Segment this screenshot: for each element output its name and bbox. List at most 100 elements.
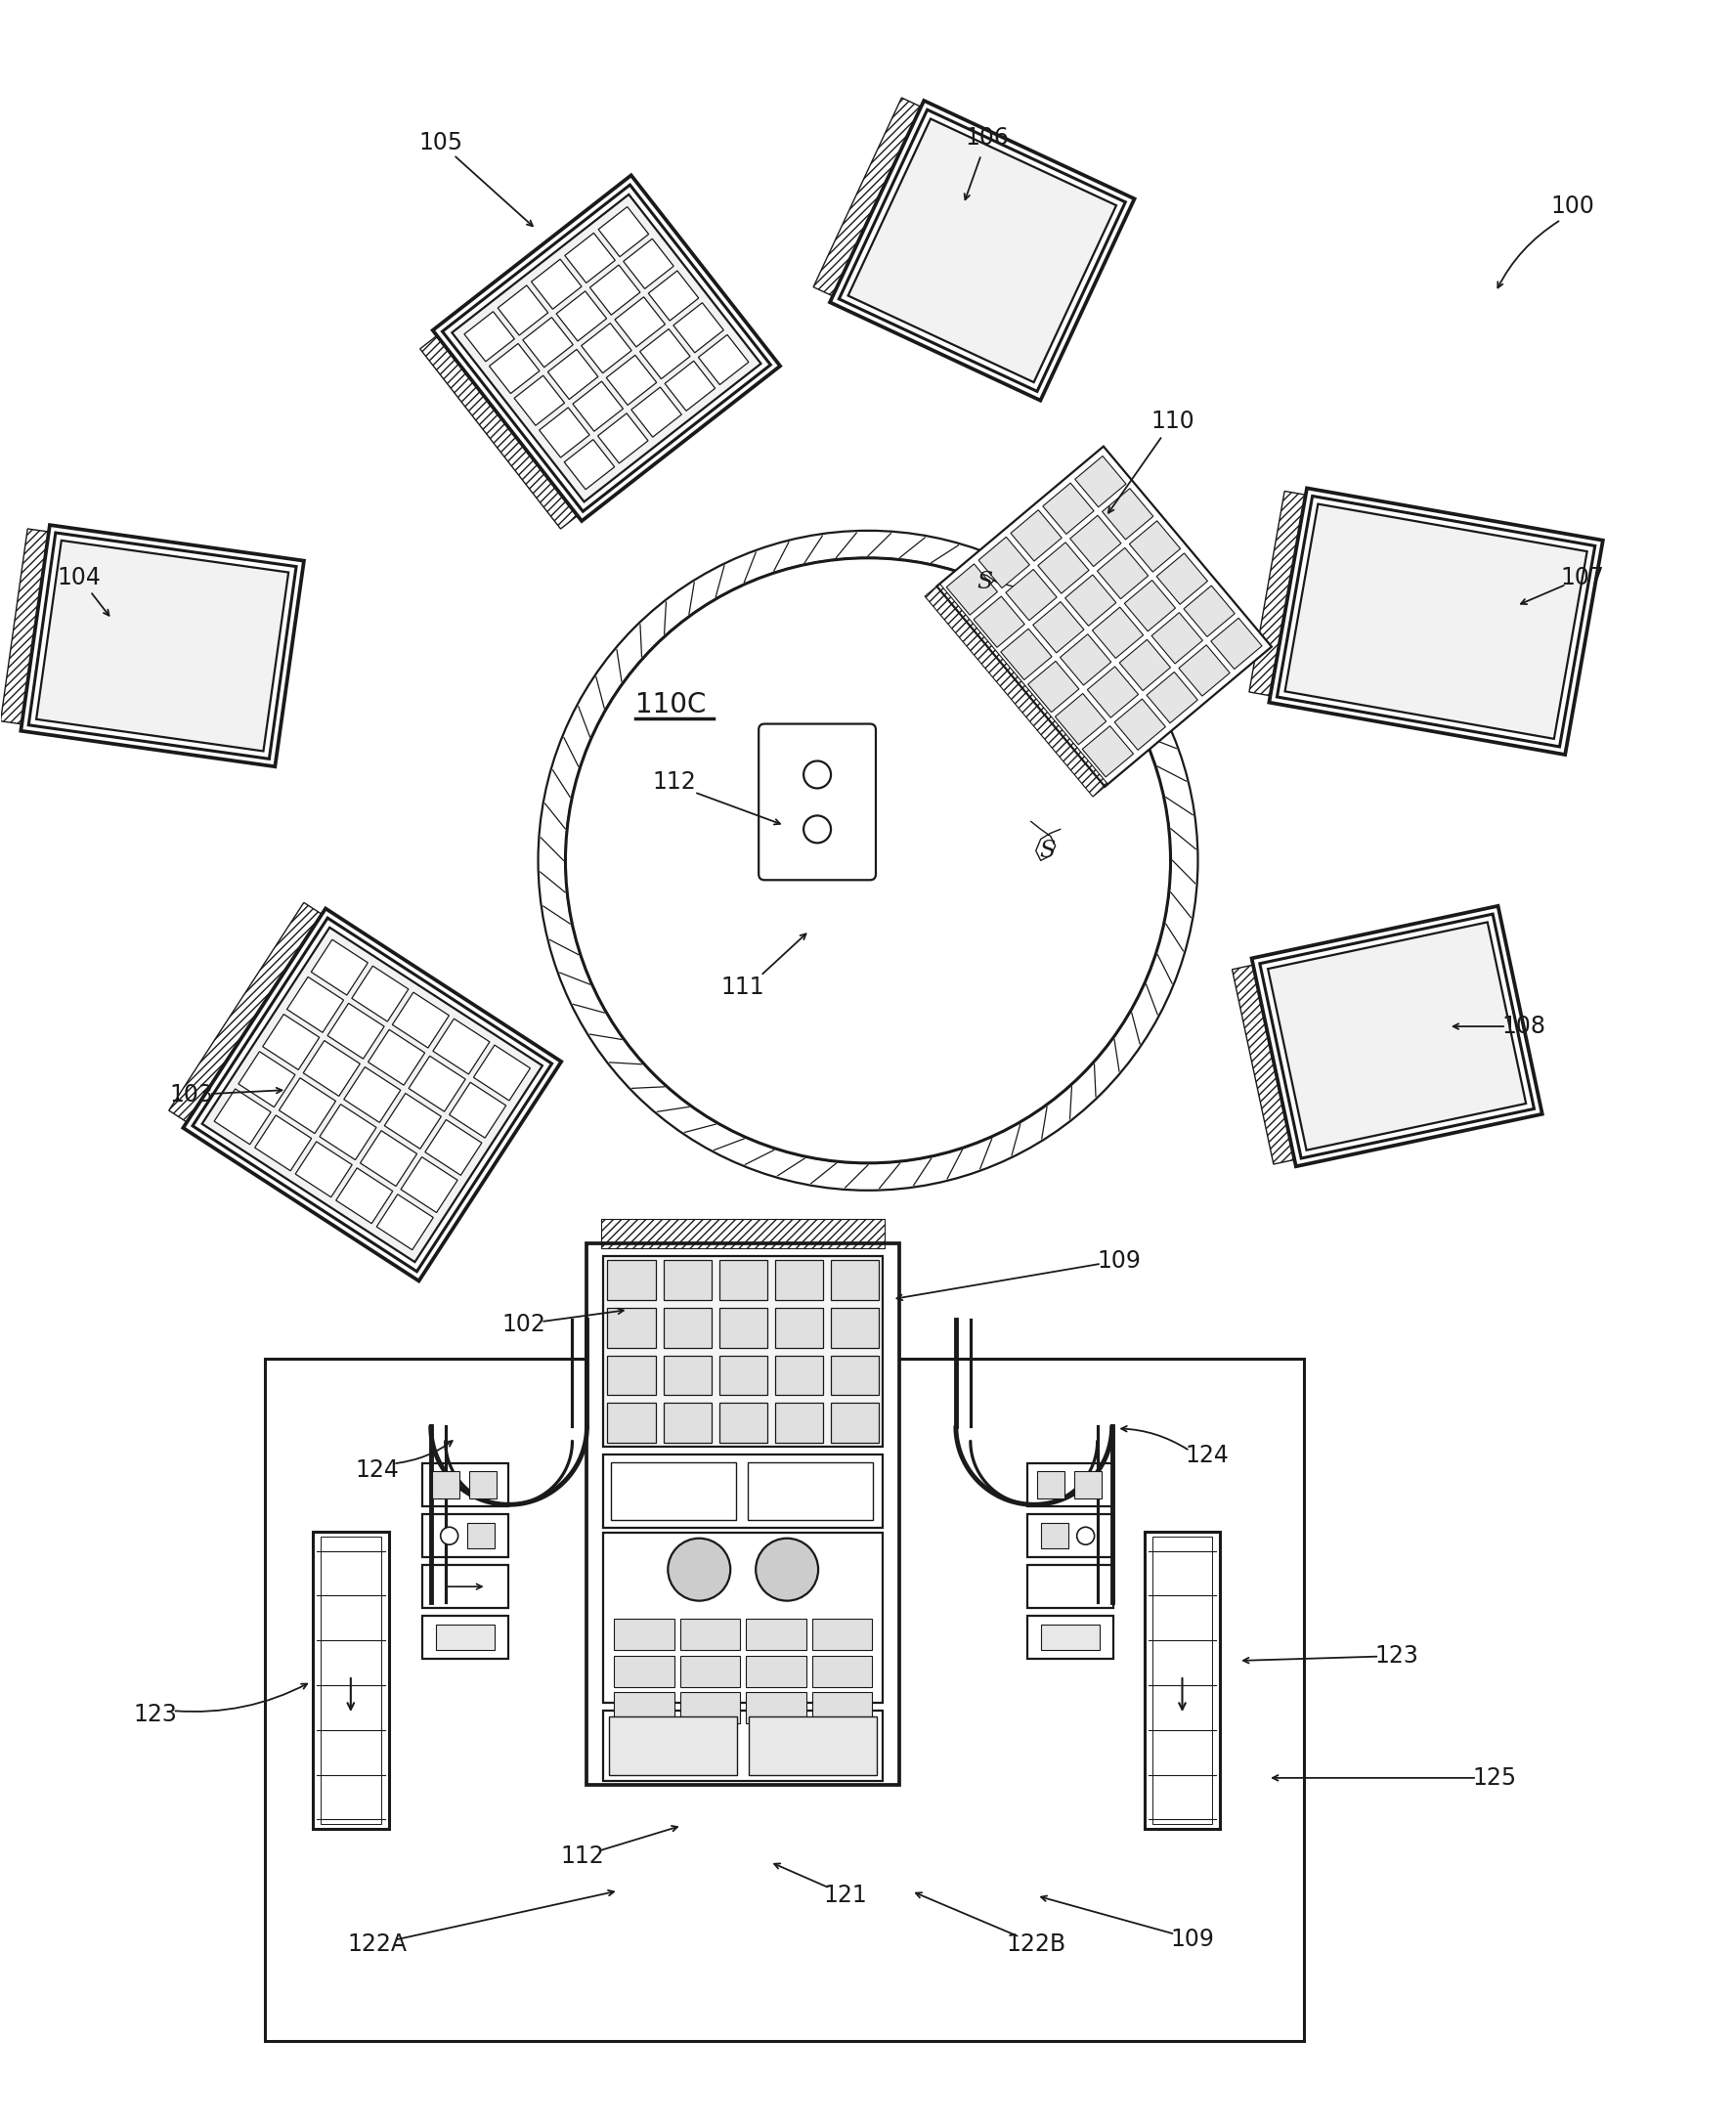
Text: 103: 103: [170, 1083, 214, 1106]
Bar: [1042, 1625, 1099, 1651]
Bar: [1087, 666, 1139, 717]
Circle shape: [668, 1538, 731, 1602]
Bar: [946, 564, 998, 615]
Bar: [422, 1514, 509, 1557]
Text: 109: 109: [1170, 1927, 1213, 1950]
Text: 109: 109: [1097, 1249, 1141, 1272]
Text: 105: 105: [418, 132, 462, 155]
Bar: [425, 1119, 483, 1176]
Bar: [748, 1716, 877, 1776]
Circle shape: [1076, 1527, 1094, 1544]
Bar: [937, 447, 1271, 787]
Text: 110C: 110C: [635, 691, 707, 719]
Text: 100: 100: [1550, 196, 1595, 219]
Bar: [168, 902, 321, 1123]
Bar: [1269, 487, 1602, 755]
Bar: [665, 362, 715, 411]
Bar: [556, 291, 606, 340]
Bar: [1102, 489, 1153, 540]
Bar: [1028, 1514, 1113, 1557]
Bar: [608, 1259, 656, 1300]
Bar: [1252, 906, 1542, 1166]
Bar: [582, 323, 632, 372]
Bar: [368, 1029, 425, 1085]
Text: 104: 104: [57, 566, 101, 589]
Bar: [1092, 606, 1144, 657]
Bar: [604, 1257, 882, 1446]
Text: 124: 124: [356, 1459, 399, 1483]
Bar: [597, 413, 648, 464]
Bar: [1028, 1565, 1113, 1608]
Bar: [328, 1004, 384, 1059]
Bar: [832, 1404, 878, 1442]
Bar: [408, 1055, 465, 1112]
Bar: [1285, 504, 1587, 738]
Bar: [925, 583, 1108, 798]
Bar: [1033, 602, 1083, 653]
Bar: [748, 1461, 873, 1521]
Bar: [602, 1219, 885, 1249]
Bar: [632, 387, 682, 436]
Bar: [590, 266, 641, 315]
Bar: [432, 1019, 490, 1074]
Bar: [832, 1308, 878, 1349]
Text: 111: 111: [720, 976, 766, 1000]
Bar: [384, 1093, 441, 1149]
Bar: [436, 1625, 495, 1651]
Bar: [838, 111, 1125, 391]
Bar: [352, 966, 408, 1021]
Bar: [812, 1693, 871, 1723]
Bar: [1082, 725, 1134, 776]
Bar: [830, 100, 1134, 400]
Bar: [604, 1455, 882, 1527]
Bar: [1010, 510, 1062, 562]
Bar: [201, 927, 542, 1261]
Bar: [1184, 585, 1234, 636]
Bar: [523, 317, 573, 368]
Bar: [609, 1716, 738, 1776]
Bar: [746, 1619, 806, 1651]
Bar: [832, 1259, 878, 1300]
Bar: [648, 270, 698, 321]
Text: 123: 123: [1375, 1644, 1418, 1668]
Bar: [1151, 613, 1203, 664]
Bar: [641, 330, 691, 379]
Bar: [1075, 1472, 1101, 1500]
Bar: [604, 1531, 882, 1704]
Bar: [531, 259, 582, 308]
Bar: [451, 194, 760, 502]
Bar: [464, 311, 514, 362]
Bar: [549, 349, 599, 400]
Bar: [377, 1195, 434, 1251]
Bar: [262, 1015, 319, 1070]
Bar: [615, 1655, 674, 1687]
Bar: [1146, 672, 1198, 723]
Bar: [474, 1044, 529, 1100]
Bar: [1125, 581, 1175, 632]
Bar: [615, 298, 665, 347]
Circle shape: [566, 557, 1170, 1163]
Text: S: S: [1040, 840, 1055, 861]
Bar: [490, 345, 540, 393]
Bar: [469, 1472, 496, 1500]
Bar: [606, 355, 656, 404]
Bar: [663, 1259, 712, 1300]
Bar: [1144, 1531, 1220, 1829]
Bar: [1130, 521, 1180, 572]
Circle shape: [441, 1527, 458, 1544]
Bar: [514, 376, 564, 425]
Bar: [681, 1693, 740, 1723]
Bar: [698, 334, 748, 385]
Bar: [1036, 1472, 1064, 1500]
Bar: [719, 1404, 767, 1442]
Bar: [432, 1472, 458, 1500]
Bar: [28, 532, 297, 759]
Bar: [832, 1355, 878, 1395]
Bar: [422, 1565, 509, 1608]
Bar: [719, 1308, 767, 1349]
Bar: [663, 1404, 712, 1442]
Bar: [615, 1693, 674, 1723]
Bar: [1055, 693, 1106, 744]
Bar: [319, 1104, 377, 1159]
Bar: [746, 1693, 806, 1723]
